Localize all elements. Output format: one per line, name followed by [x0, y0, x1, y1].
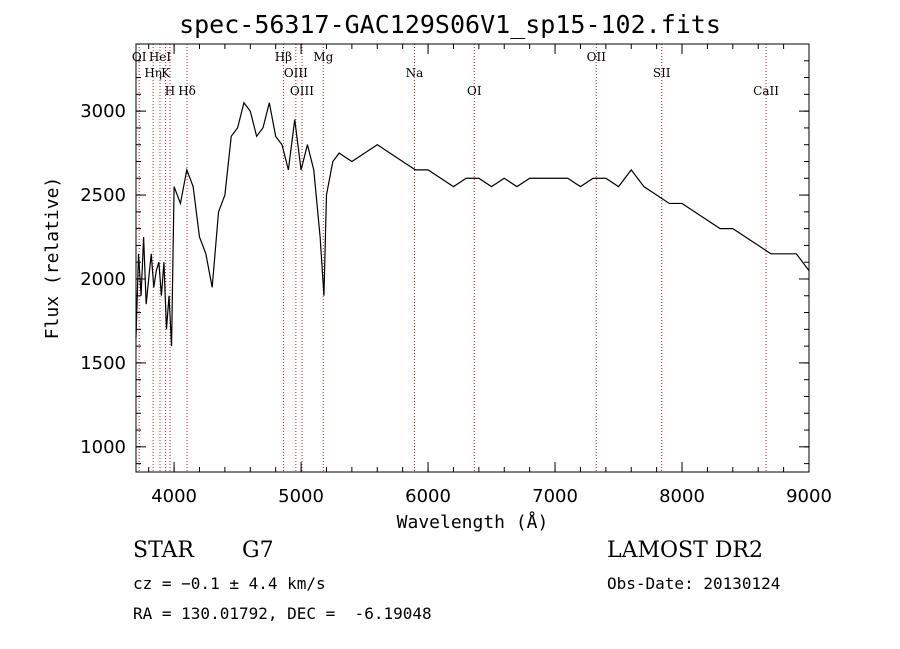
y-tick-label: 3000: [80, 101, 126, 122]
x-tick-label: 7000: [532, 486, 578, 507]
y-tick-label: 2000: [80, 269, 126, 290]
spectral-line-label: Hβ: [275, 50, 292, 64]
x-tick-label: 9000: [786, 486, 832, 507]
spectral-line-label: Hδ: [178, 84, 196, 98]
coordinates-line: RA = 130.01792, DEC = -6.19048: [133, 604, 432, 623]
spectral-line-label: K: [161, 66, 171, 80]
spectral-line-label: OI: [467, 84, 482, 98]
spectral-line-label: OIII: [284, 66, 308, 80]
x-axis-label: Wavelength (Å): [397, 511, 549, 533]
spectral-line-label: CaII: [753, 84, 779, 98]
spectral-line-label: OII: [587, 50, 607, 64]
x-tick-label: 5000: [278, 486, 324, 507]
spectral-line-label: OIII: [290, 84, 314, 98]
x-tick-label: 8000: [659, 486, 705, 507]
object-subclass: G7: [242, 538, 274, 563]
spectral-line-label: Mg: [313, 50, 333, 64]
y-tick-label: 1500: [80, 353, 126, 374]
x-tick-label: 4000: [151, 486, 197, 507]
survey-name: LAMOST DR2: [607, 538, 763, 563]
spectral-line-label: OI: [132, 50, 147, 64]
y-axis-label: Flux (relative): [42, 177, 63, 340]
object-class: STAR: [133, 538, 194, 563]
spectral-line-label: H: [165, 84, 175, 98]
spectral-line-label: SII: [653, 66, 671, 80]
spectral-line-label: Na: [406, 66, 424, 80]
obs-date-line: Obs-Date: 20130124: [607, 574, 781, 593]
redshift-line: cz = −0.1 ± 4.4 km/s: [133, 574, 326, 593]
chart-title: spec-56317-GAC129S06V1_sp15-102.fits: [179, 10, 721, 39]
spectral-line-label: HeI: [149, 50, 172, 64]
plot-frame: [135, 43, 810, 473]
y-tick-label: 2500: [80, 185, 126, 206]
x-tick-label: 6000: [405, 486, 451, 507]
y-tick-label: 1000: [80, 437, 126, 458]
spectral-line-label: Hη: [144, 66, 162, 80]
spectrum-line: [135, 101, 810, 347]
